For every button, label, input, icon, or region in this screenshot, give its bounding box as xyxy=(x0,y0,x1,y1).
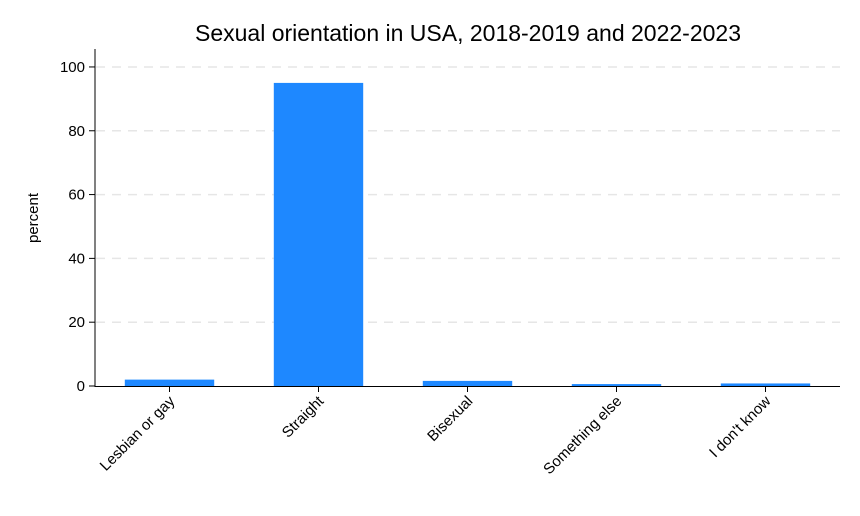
bar xyxy=(422,380,513,386)
x-tick-label: Something else xyxy=(540,393,625,478)
x-tick-label: I don't know xyxy=(706,393,774,461)
chart-title: Sexual orientation in USA, 2018-2019 and… xyxy=(195,20,741,46)
bars xyxy=(124,82,811,387)
y-tick-label: 80 xyxy=(68,123,85,140)
x-tick-label: Lesbian or gay xyxy=(97,392,179,474)
bar xyxy=(720,383,811,386)
bar xyxy=(124,379,215,386)
y-tick-label: 20 xyxy=(68,314,85,331)
x-tick-label: Bisexual xyxy=(424,393,476,445)
gridlines xyxy=(96,66,840,323)
bar xyxy=(571,384,662,386)
y-axis-title: percent xyxy=(25,192,42,243)
y-tick-label: 60 xyxy=(68,187,85,204)
y-tick-label: 100 xyxy=(60,59,85,76)
y-tick-label: 40 xyxy=(68,250,85,267)
y-ticks: 0 20 40 60 80 100 xyxy=(60,59,95,395)
axes xyxy=(94,49,840,387)
x-tick-label: Straight xyxy=(279,392,328,441)
y-tick-label: 0 xyxy=(77,378,85,395)
x-ticks: Lesbian or gay Straight Bisexual Something … xyxy=(97,386,774,478)
bar xyxy=(273,82,364,387)
